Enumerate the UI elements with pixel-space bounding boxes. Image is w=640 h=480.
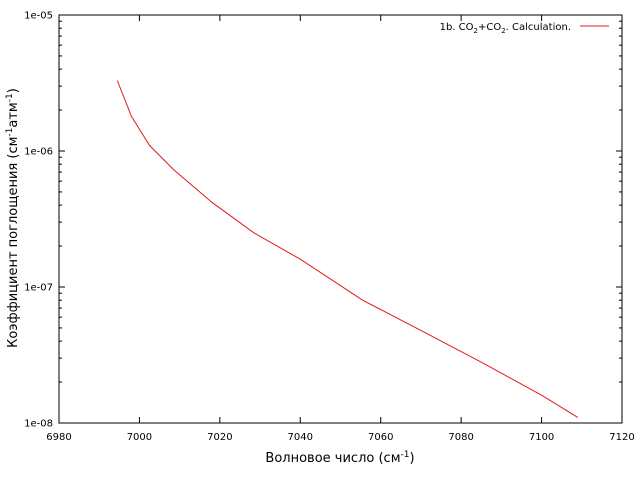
x-axis: 6980 7000 7020 7040 7060 7080 7100 7120 xyxy=(46,15,635,443)
series-layer xyxy=(116,80,579,418)
y-tick-label: 1e-05 xyxy=(24,11,53,22)
x-tick-label: 7040 xyxy=(288,432,313,443)
plot-frame xyxy=(58,14,623,424)
x-tick-label: 7080 xyxy=(448,432,473,443)
x-tick-label: 7100 xyxy=(529,432,554,443)
y-tick-label: 1e-08 xyxy=(24,419,53,430)
y-tick-label: 1e-07 xyxy=(24,283,53,294)
x-tick-label: 7120 xyxy=(609,432,634,443)
x-tick-label: 6980 xyxy=(46,432,71,443)
y-axis-label: Коэффициент поглощения (см-1атм-1) xyxy=(5,88,21,348)
legend: 1b. CO2+CO2. Calculation. xyxy=(440,22,609,35)
x-tick-label: 7060 xyxy=(368,432,393,443)
y-axis: 1e-08 1e-07 1e-06 1e-05 xyxy=(24,11,622,430)
x-axis-label: Волновое число (см-1) xyxy=(265,450,414,466)
legend-label: 1b. CO2+CO2. Calculation. xyxy=(440,22,571,35)
x-tick-label: 7020 xyxy=(207,432,232,443)
series-line xyxy=(116,80,579,418)
x-tick-label: 7000 xyxy=(127,432,152,443)
y-tick-label: 1e-06 xyxy=(24,147,53,158)
